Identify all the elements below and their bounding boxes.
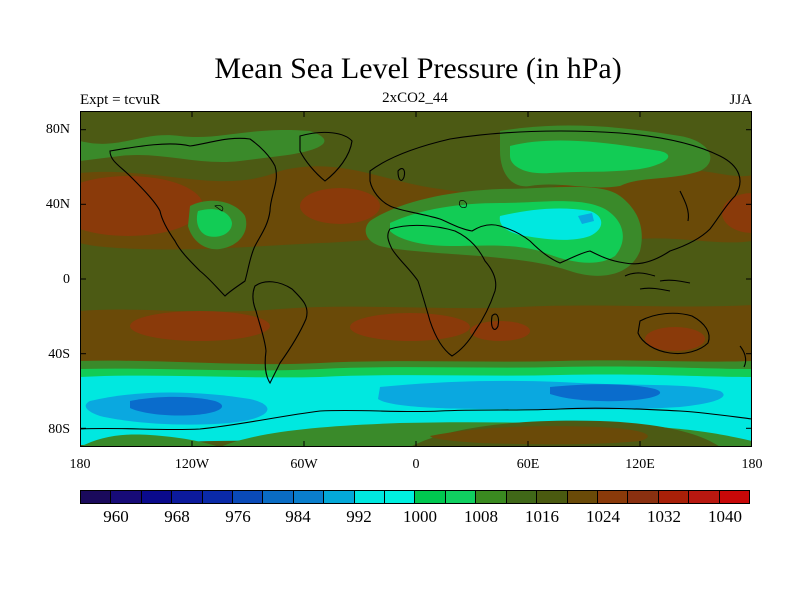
colorbar-label: 984 [285, 507, 311, 526]
axis-ticks [80, 111, 752, 447]
eurasia-coast [369, 130, 741, 265]
indonesia-coast [624, 272, 691, 292]
colorbar-label: 1000 [403, 507, 437, 526]
colorbar-swatch [293, 491, 325, 503]
colorbar-swatch [537, 491, 568, 503]
madagascar-coast [491, 313, 500, 330]
arctic-green [80, 129, 325, 163]
y-tick-label: 0 [63, 272, 70, 287]
page-title: Mean Sea Level Pressure (in hPa) [214, 52, 622, 85]
colorbar-label: 1024 [586, 507, 620, 526]
y-tick-label: 80S [48, 422, 70, 437]
colorbar-swatch [415, 491, 446, 503]
north-america-light [196, 209, 232, 237]
x-tick-label: 60E [516, 457, 540, 472]
experiment-label: Expt = tcvuR [80, 92, 161, 108]
x-tick-label: 180 [69, 457, 91, 472]
colorbar-label: 1032 [647, 507, 681, 526]
y-tick-label: 40S [48, 347, 70, 362]
x-tick-label: 60W [290, 457, 318, 472]
atlantic-high-north [300, 188, 380, 224]
colorbar-label: 976 [225, 507, 251, 526]
colorbar-swatch [202, 491, 234, 503]
colorbar-swatch [172, 491, 203, 503]
colorbar-swatch [354, 491, 386, 503]
case-label: 2xCO2_44 [382, 90, 448, 106]
y-tick-label: 80N [45, 122, 70, 137]
colorbar-swatch [324, 491, 355, 503]
colorbar-swatch [445, 491, 477, 503]
japan-coast [679, 190, 689, 222]
x-tick-label: 180 [741, 457, 763, 472]
colorbar-swatch [385, 491, 416, 503]
asian-low-inner [499, 208, 602, 240]
colorbar-swatch [233, 491, 264, 503]
new-zealand-coast [739, 345, 747, 368]
australia-coast [637, 312, 710, 355]
colorbar-swatch [689, 491, 720, 503]
colorbar-label: 968 [164, 507, 190, 526]
colorbar-label: 1016 [525, 507, 559, 526]
pacific-high-south [130, 311, 270, 341]
colorbar-label: 1040 [708, 507, 742, 526]
south-indian-core [550, 384, 661, 402]
colorbar-label: 992 [346, 507, 372, 526]
x-tick-label: 120W [174, 457, 210, 472]
antarctica-coast [80, 407, 752, 431]
colorbar-swatch [597, 491, 629, 503]
y-tick-label: 40N [45, 197, 70, 212]
colorbar-swatch [141, 491, 173, 503]
uk-coast [397, 168, 406, 181]
colorbar-swatch [567, 491, 598, 503]
x-tick-label: 0 [412, 457, 420, 472]
colorbar-swatch [628, 491, 659, 503]
pacific-high-north [80, 176, 203, 236]
colorbar-swatch [719, 491, 749, 503]
colorbar-swatch [658, 491, 690, 503]
australia-high [645, 327, 705, 351]
indian-high-south [470, 321, 530, 341]
south-pacific-core [130, 396, 223, 416]
eurasia-light [510, 140, 669, 174]
antarctic-left-green [80, 434, 220, 447]
colorbar-swatch [263, 491, 294, 503]
colorbar-swatch [81, 491, 112, 503]
colorbar-swatch [476, 491, 507, 503]
greenland-coast [299, 131, 353, 182]
colorbar-swatch [506, 491, 538, 503]
asian-low-core [578, 213, 594, 224]
africa-coast [387, 224, 497, 357]
pressure-map [80, 111, 752, 447]
colorbar-label: 1008 [464, 507, 498, 526]
coastlines [80, 130, 752, 431]
x-tick-label: 120E [625, 457, 655, 472]
atlantic-high-south [350, 313, 470, 341]
season-label: JJA [729, 92, 752, 108]
colorbar [80, 490, 750, 504]
north-america-coast [109, 137, 277, 297]
south-america-coast [252, 281, 308, 385]
antarctic-brown [430, 426, 648, 445]
colorbar-label: 960 [103, 507, 129, 526]
colorbar-swatch [111, 491, 142, 503]
